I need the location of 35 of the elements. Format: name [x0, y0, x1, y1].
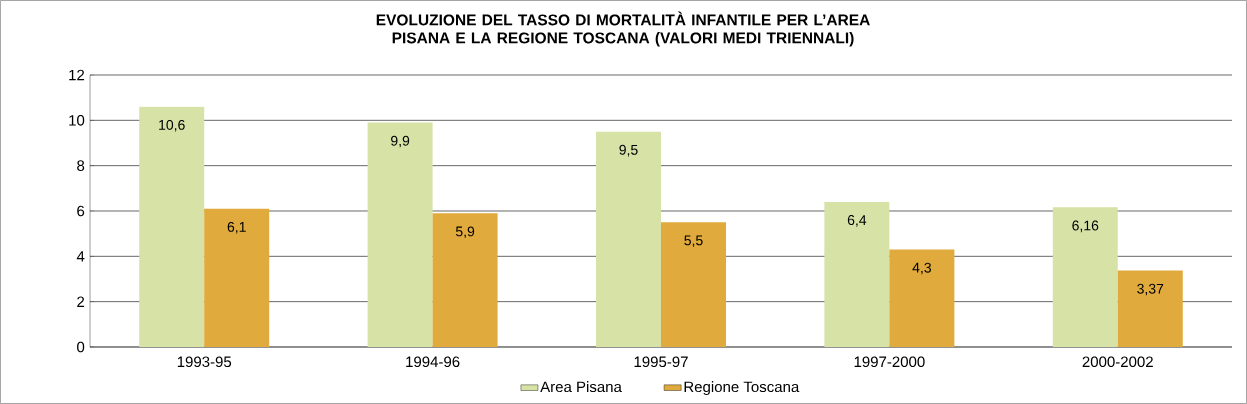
bar: [139, 106, 205, 347]
x-tick-label: 1994-96: [406, 356, 460, 368]
y-tick-label: 0: [77, 341, 85, 353]
legend-label: Area Pisana: [540, 381, 622, 393]
bar: [1117, 270, 1183, 347]
bar: [889, 249, 955, 347]
bar: [367, 122, 433, 347]
x-tick-label: 2000-2002: [1082, 356, 1153, 368]
data-label: 9,5: [619, 144, 638, 157]
data-label: 5,9: [455, 226, 475, 239]
data-label: 3,37: [1137, 283, 1164, 296]
y-tick-label: 12: [69, 69, 85, 81]
y-tick-label: 2: [77, 296, 85, 307]
data-label: 4,3: [912, 262, 931, 275]
x-tick-label: 1993-95: [177, 356, 232, 368]
bar: [204, 208, 270, 347]
x-tick-label: 1997-2000: [854, 356, 925, 368]
y-tick-label: 4: [76, 251, 85, 262]
data-label: 6,1: [227, 221, 246, 234]
y-tick-label: 6: [77, 205, 85, 217]
y-tick-label: 10: [69, 115, 85, 126]
bar: [595, 131, 661, 347]
bar: [660, 222, 726, 347]
data-label: 6,4: [847, 215, 867, 227]
data-label: 9,9: [391, 135, 410, 148]
bar: [1052, 207, 1118, 347]
legend-label: Regione Toscana: [684, 381, 800, 396]
data-label: 5,5: [684, 235, 703, 247]
bar: [824, 201, 890, 347]
chart-title: EVOLUZIONE DEL TASSO DI MORTALITÀ INFANTILE PER L’AREA PISANA E LA REGIONE TOSCANA (VALORI MEDI TRIENNALI): [376, 11, 870, 47]
data-label: 10,6: [159, 119, 185, 132]
x-tick-label: 1995-97: [634, 356, 688, 368]
y-tick-label: 8: [77, 160, 85, 171]
data-label: 6,16: [1072, 220, 1099, 233]
bar: [432, 213, 498, 347]
